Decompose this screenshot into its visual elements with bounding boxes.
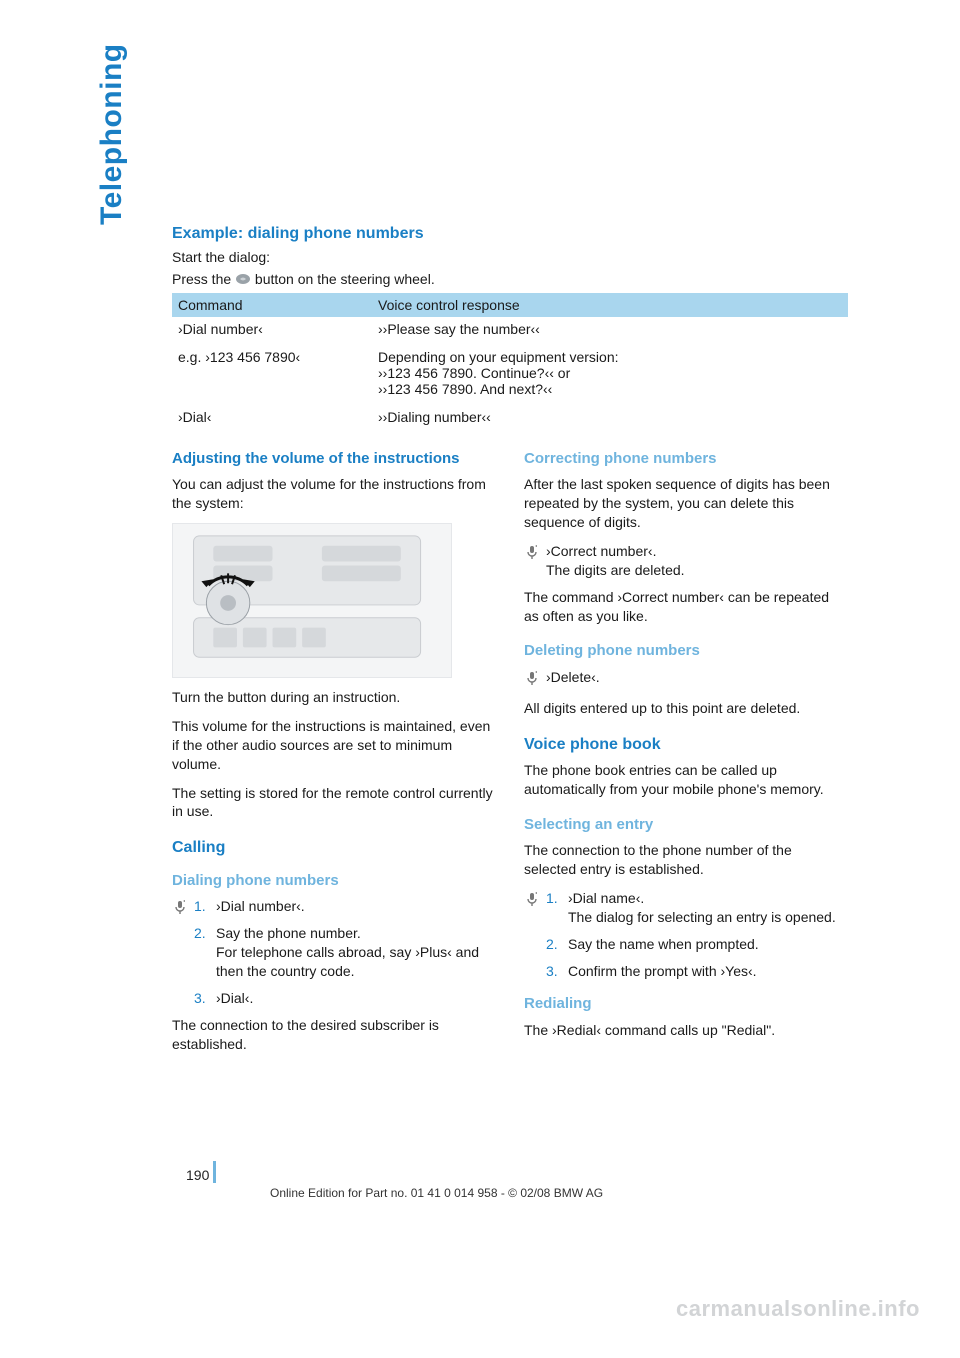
heading-selecting-entry: Selecting an entry [524, 815, 846, 835]
heading-dialing-numbers: Dialing phone numbers [172, 871, 494, 891]
td-response: ››Please say the number‹‹ [372, 317, 848, 341]
heading-calling: Calling [172, 837, 494, 859]
text-volume-maintained: This volume for the instructions is main… [172, 717, 494, 774]
step-number: 3. [194, 989, 216, 1008]
page-number-bar [213, 1161, 216, 1183]
text-press-post: button on the steering wheel. [255, 271, 435, 287]
text-redial-body: The ›Redial‹ command calls up "Redial". [524, 1021, 846, 1040]
td-response: Depending on your equipment version: ››1… [372, 345, 848, 401]
page-number: 190 [186, 1167, 209, 1183]
figure-volume-knob [172, 523, 452, 678]
section-tab: Telephoning [95, 43, 129, 225]
mic-icon [172, 897, 194, 920]
mic-delete: ›Delete‹. [524, 668, 846, 691]
left-column: Adjusting the volume of the instructions… [172, 449, 494, 1063]
heading-adjust-volume: Adjusting the volume of the instructions [172, 449, 494, 469]
step-text: Confirm the prompt with ›Yes‹. [568, 962, 836, 981]
text-adjust-body: You can adjust the volume for the instru… [172, 475, 494, 513]
text-press-pre: Press the [172, 271, 235, 287]
text-correct-repeat: The command ›Correct number‹ can be repe… [524, 588, 846, 626]
text-correct-body: After the last spoken sequence of digits… [524, 475, 846, 532]
text-setting-stored: The setting is stored for the remote con… [172, 784, 494, 822]
step-number: 3. [546, 962, 568, 981]
step-text: ›Dial‹. [216, 989, 494, 1008]
mic-correct-number: ›Correct number‹. The digits are deleted… [524, 542, 846, 580]
page: Telephoning Example: dialing phone numbe… [0, 0, 960, 1358]
table-row: e.g. ›123 456 7890‹ Depending on your eq… [172, 345, 848, 401]
right-column: Correcting phone numbers After the last … [524, 449, 846, 1063]
select-steps: 1. ›Dial name‹. The dialog for selecting… [524, 889, 846, 989]
mic-text: ›Delete‹. [546, 668, 846, 687]
text-press-button: Press the button on the steering wheel. [172, 271, 848, 287]
step-text: Say the name when prompted. [568, 935, 836, 954]
step-number: 2. [194, 924, 216, 981]
th-command: Command [172, 293, 372, 317]
step-number: 2. [546, 935, 568, 954]
th-response: Voice control response [372, 293, 848, 317]
watermark: carmanualsonline.info [676, 1296, 920, 1322]
td-command: ›Dial number‹ [172, 317, 372, 341]
td-response: ››Dialing number‹‹ [372, 405, 848, 429]
heading-example: Example: dialing phone numbers [172, 225, 848, 243]
table-row: ›Dial‹ ››Dialing number‹‹ [172, 405, 848, 429]
dialing-steps: 1. ›Dial number‹. 2. Say the phone numbe… [172, 897, 494, 1015]
heading-correcting: Correcting phone numbers [524, 449, 846, 469]
text-turn-button: Turn the button during an instruction. [172, 688, 494, 707]
heading-voice-phonebook: Voice phone book [524, 734, 846, 756]
heading-redialing: Redialing [524, 994, 846, 1014]
text-connection-established: The connection to the desired subscriber… [172, 1016, 494, 1054]
content-area: Example: dialing phone numbers Start the… [172, 225, 848, 1063]
mic-icon [524, 889, 546, 912]
mic-icon [524, 542, 546, 565]
step-text: Say the phone number. For telephone call… [216, 924, 494, 981]
command-table: Command Voice control response ›Dial num… [172, 293, 848, 429]
text-voicepb-body: The phone book entries can be called up … [524, 761, 846, 799]
table-header: Command Voice control response [172, 293, 848, 317]
text-select-body: The connection to the phone number of th… [524, 841, 846, 879]
voice-button-icon [235, 272, 251, 284]
table-row: ›Dial number‹ ››Please say the number‹‹ [172, 317, 848, 341]
td-command: ›Dial‹ [172, 405, 372, 429]
text-delete-body: All digits entered up to this point are … [524, 699, 846, 718]
step-text: ›Dial name‹. The dialog for selecting an… [568, 889, 836, 927]
step-number: 1. [194, 897, 216, 916]
heading-deleting: Deleting phone numbers [524, 641, 846, 661]
td-command: e.g. ›123 456 7890‹ [172, 345, 372, 401]
step-number: 1. [546, 889, 568, 927]
mic-icon [524, 668, 546, 691]
step-text: ›Dial number‹. [216, 897, 494, 916]
text-start-dialog: Start the dialog: [172, 249, 848, 265]
mic-text: ›Correct number‹. The digits are deleted… [546, 542, 846, 580]
page-number-wrap: 190 [186, 1161, 216, 1183]
footer-line: Online Edition for Part no. 01 41 0 014 … [270, 1186, 603, 1200]
